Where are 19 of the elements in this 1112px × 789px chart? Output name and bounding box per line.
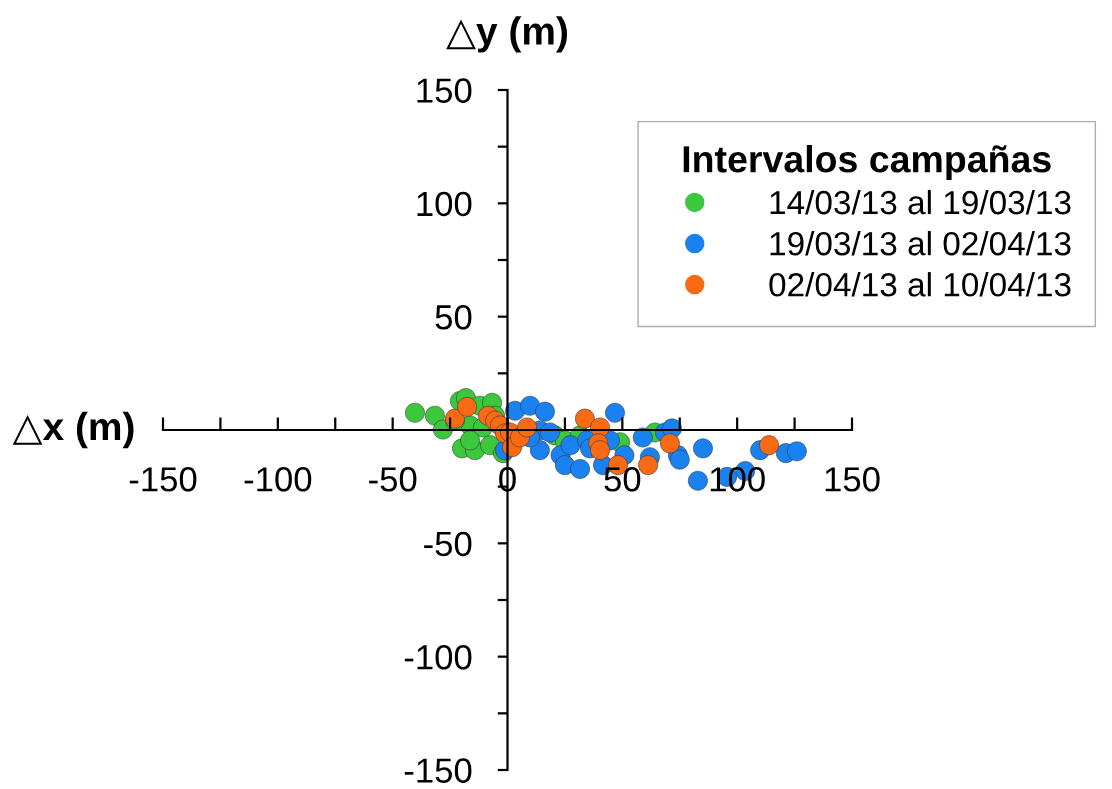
y-axis-title: △y (m) — [446, 16, 567, 53]
y-tick-label: 150 — [417, 78, 472, 103]
legend-label: 02/04/13 al 10/04/13 — [769, 272, 1071, 297]
y-tick-label: -50 — [424, 531, 472, 557]
y-tick-label: 100 — [417, 191, 472, 217]
legend-label: 14/03/13 al 19/03/13 — [770, 189, 1071, 215]
x-axis-title: △x (m) — [12, 411, 134, 449]
y-tick-label: 50 — [435, 305, 472, 330]
point — [570, 459, 590, 479]
x-tick-label: -150 — [129, 467, 197, 492]
legend-title: Intervalos campañas — [683, 145, 1051, 180]
legend-label: 19/03/13 al 02/04/13 — [770, 231, 1071, 256]
x-tick-label: 50 — [604, 467, 641, 492]
x-tick-label: -50 — [369, 467, 417, 492]
y-tick-label: -150 — [404, 758, 472, 783]
point — [660, 433, 680, 454]
x-tick-label: -100 — [244, 467, 312, 492]
x-tick-label: 150 — [825, 467, 880, 492]
y-tick-label: -100 — [404, 645, 472, 670]
